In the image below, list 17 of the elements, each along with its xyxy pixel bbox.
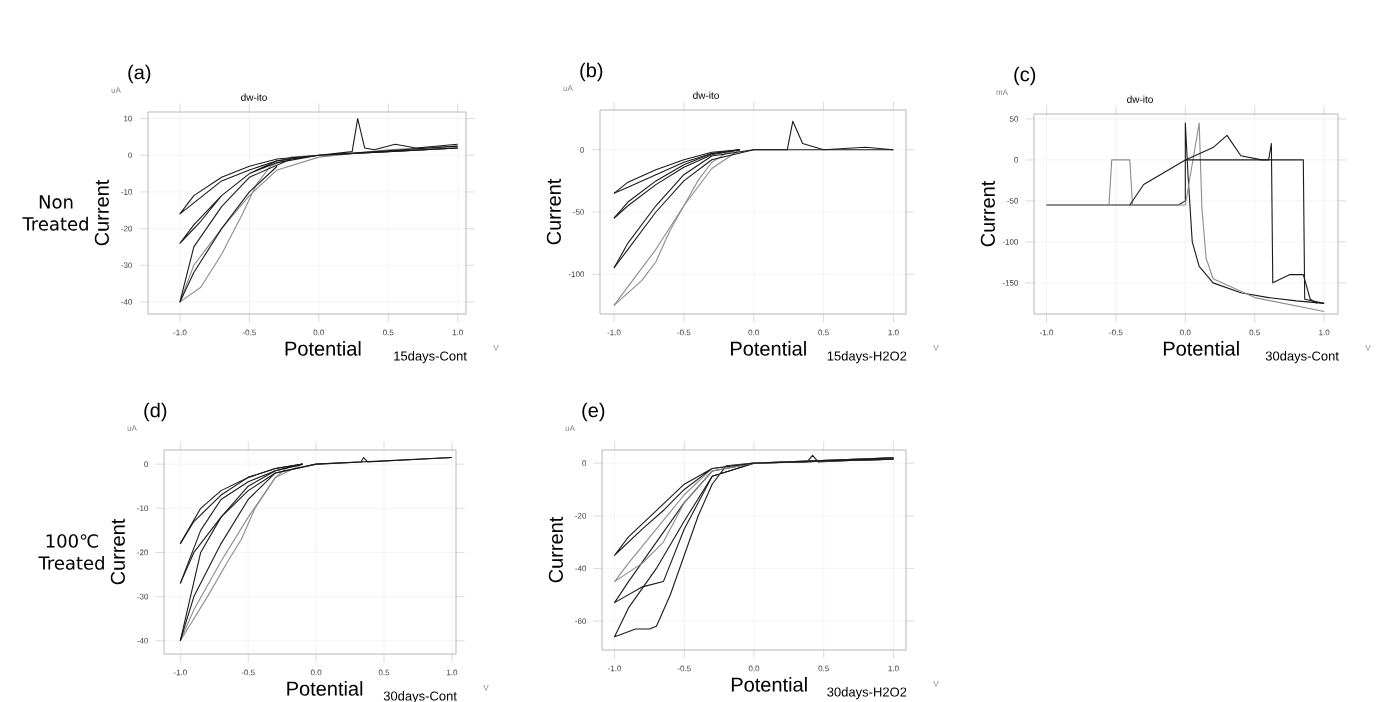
text: 100℃ Treated: [38, 534, 104, 570]
chart-title: (c): [1014, 66, 1036, 86]
text: Non Treated: [22, 195, 88, 231]
x-axis-title: Potential: [287, 681, 363, 696]
x-axis-title: Potential: [731, 677, 807, 692]
chart-title: (d): [144, 402, 167, 422]
y-axis-title: Current: [110, 518, 125, 585]
x-axis-title: Potential: [285, 341, 361, 356]
chart-title: (a): [128, 64, 151, 84]
y-axis-title: Current: [548, 516, 563, 583]
chart-title: (e): [582, 402, 605, 422]
chart-title: (b): [580, 62, 603, 82]
x-axis-title: Potential: [731, 341, 806, 356]
x-axis-title: Potential: [1163, 341, 1239, 356]
y-axis-title: Current: [94, 179, 109, 246]
y-axis-title: Current: [546, 178, 561, 245]
y-axis-title: Current: [980, 180, 995, 247]
